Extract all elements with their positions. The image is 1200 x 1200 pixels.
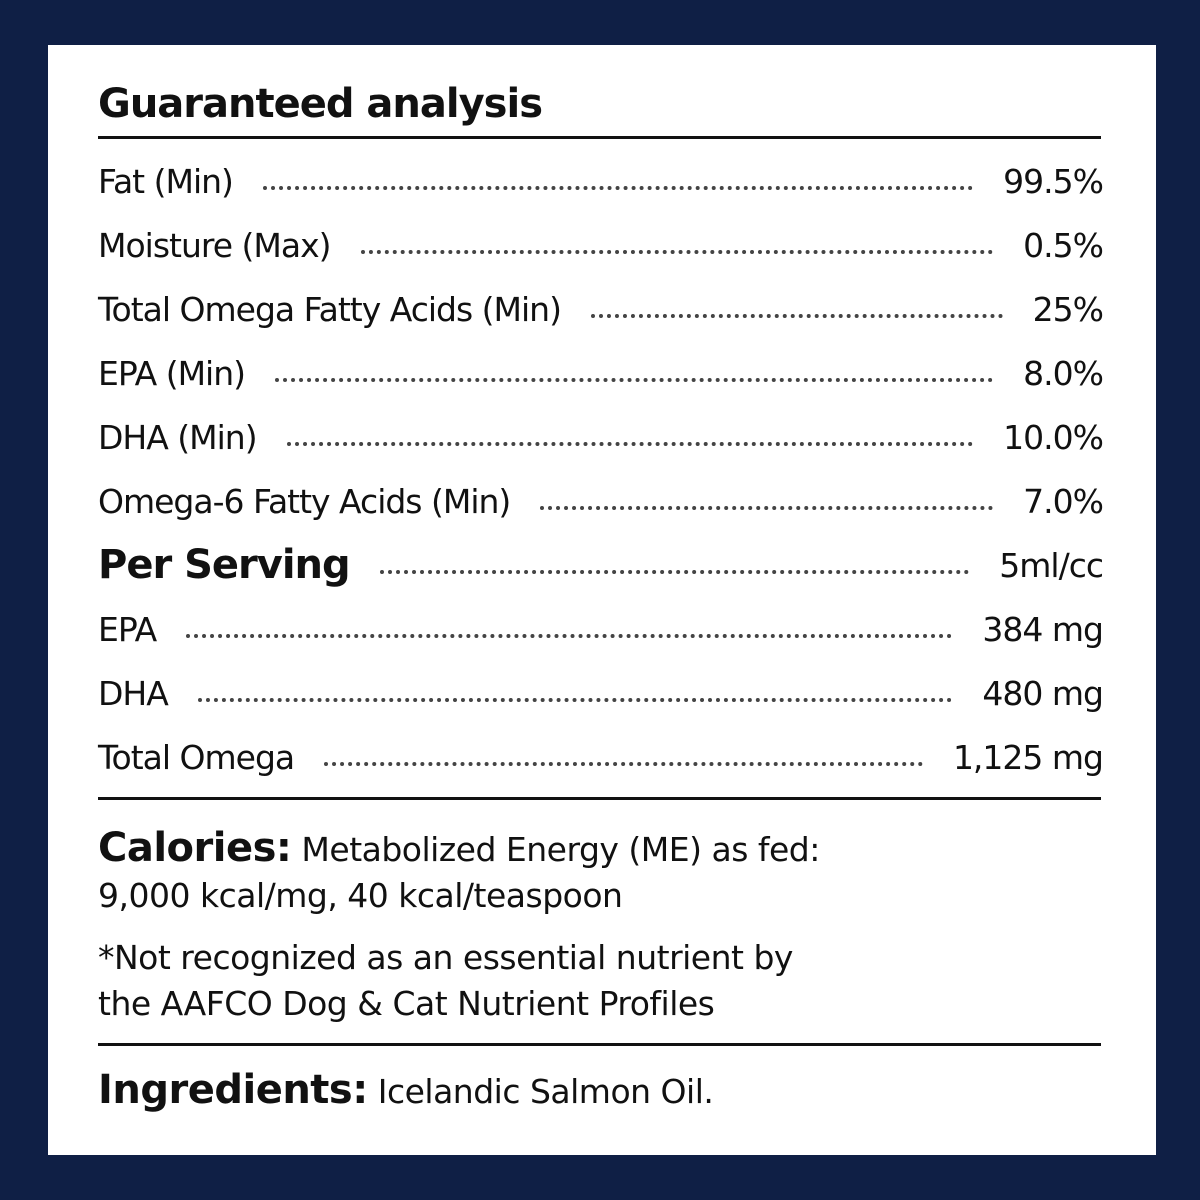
label: Fat (Min)	[98, 161, 234, 201]
row: Moisture (Max) 0.5%	[98, 213, 1104, 277]
text: *Not recognized as an essential nutrient…	[98, 938, 793, 977]
value: 1,125 mg	[952, 737, 1104, 777]
value: 384 mg	[982, 609, 1104, 649]
label: DHA (Min)	[98, 417, 258, 457]
text: the AAFCO Dog & Cat Nutrient Profiles	[98, 984, 715, 1023]
calories: Calories: Metabolized Energy (ME) as fed…	[98, 825, 820, 919]
dots	[540, 506, 994, 510]
row: Omega-6 Fatty Acids (Min) 7.0%	[98, 469, 1104, 533]
label: Per Serving	[98, 542, 351, 588]
label: Omega-6 Fatty Acids (Min)	[98, 481, 511, 521]
title: Guaranteed analysis	[98, 81, 543, 127]
value: 7.0%	[1023, 481, 1104, 521]
row: Fat (Min) 99.5%	[98, 149, 1104, 213]
text: 9,000 kcal/mg, 40 kcal/teaspoon	[98, 876, 623, 915]
dots	[590, 314, 1003, 318]
value: 99.5%	[1003, 161, 1104, 201]
text: Metabolized Energy (ME) as fed:	[301, 830, 820, 869]
row: DHA 480 mg	[98, 661, 1104, 725]
label: Ingredients:	[98, 1067, 368, 1113]
value: 0.5%	[1023, 225, 1104, 265]
value: 5ml/cc	[999, 545, 1104, 585]
card: Guaranteed analysis Fat (Min) 99.5% Moistu…	[48, 45, 1156, 1155]
row: EPA 384 mg	[98, 597, 1104, 661]
label: DHA	[98, 673, 169, 713]
text: Icelandic Salmon Oil.	[377, 1072, 714, 1111]
dots	[186, 634, 953, 638]
dots	[286, 442, 974, 446]
dots	[360, 250, 994, 254]
rule	[98, 136, 1101, 139]
rule	[98, 1043, 1101, 1046]
value: 10.0%	[1003, 417, 1104, 457]
note: *Not recognized as an essential nutrient…	[98, 935, 793, 1027]
value: 480 mg	[982, 673, 1104, 713]
rows: Fat (Min) 99.5% Moisture (Max) 0.5% Total Om…	[98, 149, 1104, 789]
dots	[197, 698, 953, 702]
value: 25%	[1032, 289, 1104, 329]
label: EPA	[98, 609, 157, 649]
label: Total Omega	[98, 737, 295, 777]
row: EPA (Min) 8.0%	[98, 341, 1104, 405]
dots	[379, 570, 970, 574]
label: Calories:	[98, 825, 292, 871]
row: Total Omega 1,125 mg	[98, 725, 1104, 789]
rule	[98, 797, 1101, 800]
row: DHA (Min) 10.0%	[98, 405, 1104, 469]
ingredients: Ingredients: Icelandic Salmon Oil.	[98, 1067, 714, 1115]
label: Total Omega Fatty Acids (Min)	[98, 289, 562, 329]
row: Per Serving 5ml/cc	[98, 533, 1104, 597]
value: 8.0%	[1023, 353, 1104, 393]
row: Total Omega Fatty Acids (Min) 25%	[98, 277, 1104, 341]
dots	[275, 378, 994, 382]
label: EPA (Min)	[98, 353, 246, 393]
dots	[262, 186, 974, 190]
label: Moisture (Max)	[98, 225, 331, 265]
dots	[324, 762, 923, 766]
